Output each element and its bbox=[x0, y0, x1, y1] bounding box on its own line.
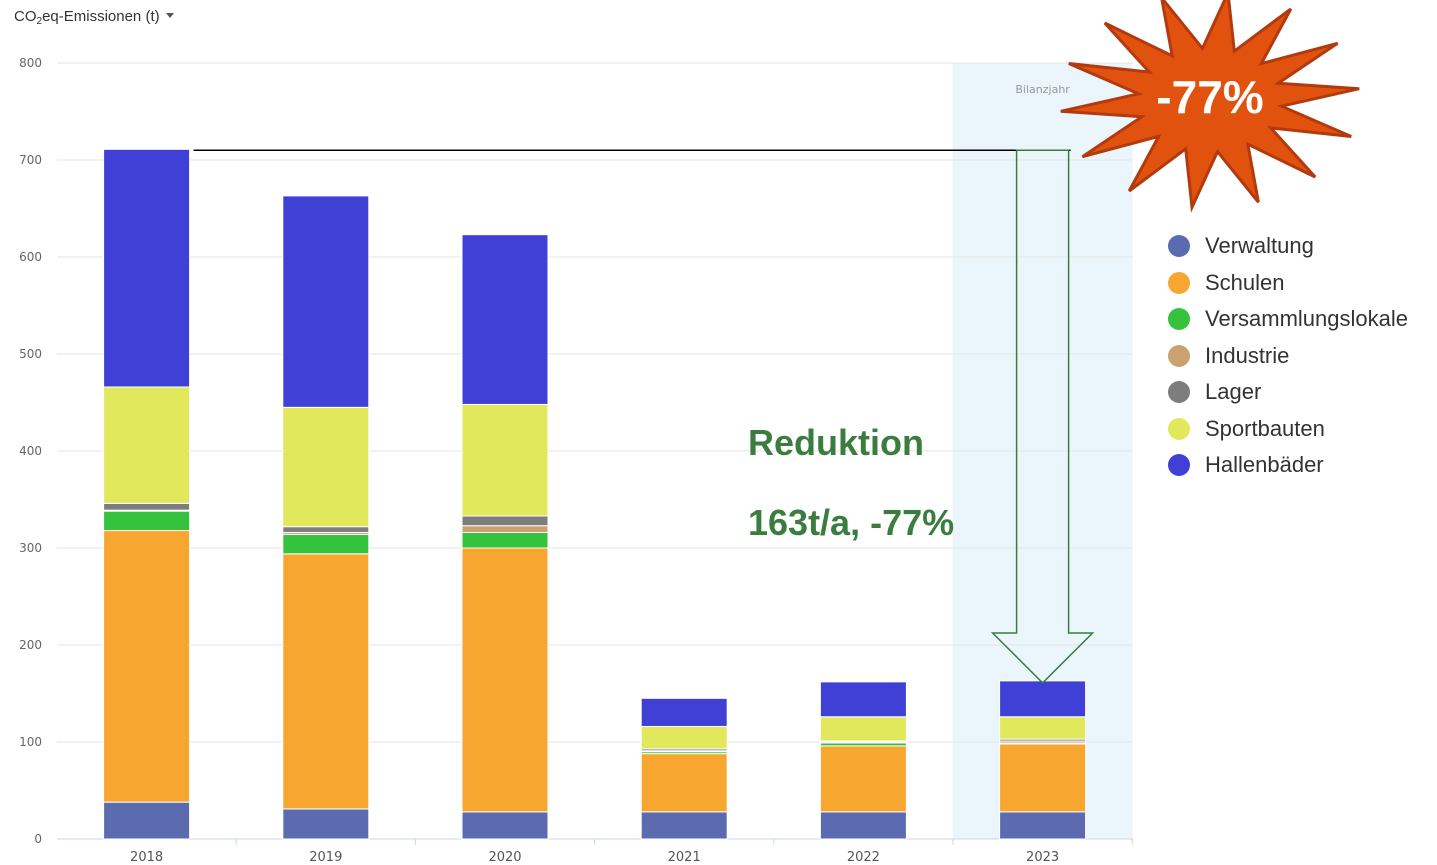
bar-segment[interactable] bbox=[103, 502, 191, 511]
legend-label: Verwaltung bbox=[1205, 233, 1314, 259]
metric-label-subscript: 2 bbox=[36, 16, 43, 27]
bar-segment[interactable] bbox=[461, 531, 549, 549]
bar-segment[interactable] bbox=[999, 716, 1087, 740]
x-axis: 2018 2019 2020 2021 2022 2023 bbox=[130, 839, 1133, 865]
bar-segment[interactable] bbox=[282, 808, 370, 840]
reduction-value: 163t/a, -77% bbox=[748, 502, 955, 543]
legend-item[interactable]: Sportbauten bbox=[1168, 411, 1408, 448]
chart-legend: Verwaltung Schulen Versammlungslokale Indus… bbox=[1168, 228, 1408, 484]
bar-segment[interactable] bbox=[282, 553, 370, 810]
bar-segment[interactable] bbox=[461, 547, 549, 813]
y-tick-label: 300 bbox=[19, 541, 42, 555]
bar-segment[interactable] bbox=[999, 811, 1087, 840]
legend-label: Sportbauten bbox=[1205, 415, 1325, 441]
bar-segment[interactable] bbox=[461, 525, 549, 533]
legend-label: Versammlungslokale bbox=[1205, 306, 1408, 332]
legend-marker bbox=[1168, 417, 1190, 440]
bar-segment[interactable] bbox=[819, 811, 907, 840]
legend-label: Schulen bbox=[1205, 269, 1285, 295]
metric-label-suffix: eq-Emissionen (t) bbox=[42, 8, 160, 25]
bar-segment[interactable] bbox=[282, 533, 370, 555]
legend-item[interactable]: Industrie bbox=[1168, 338, 1408, 375]
bar-segment[interactable] bbox=[640, 725, 728, 750]
legend-item[interactable]: Schulen bbox=[1168, 265, 1408, 302]
x-tick-label: 2020 bbox=[488, 850, 521, 865]
legend-marker bbox=[1168, 271, 1190, 294]
x-tick-label: 2021 bbox=[668, 850, 701, 865]
bar-segment[interactable] bbox=[103, 386, 191, 504]
y-tick-label: 100 bbox=[19, 735, 42, 749]
bar-segment[interactable] bbox=[461, 403, 549, 517]
bar-segment[interactable] bbox=[282, 526, 370, 533]
reduction-arrow bbox=[990, 149, 1095, 684]
y-tick-label: 400 bbox=[19, 444, 42, 458]
legend-label: Hallenbäder bbox=[1205, 452, 1324, 478]
bar-segment[interactable] bbox=[819, 716, 907, 742]
y-tick-label: 800 bbox=[19, 56, 42, 70]
legend-marker bbox=[1168, 235, 1190, 258]
bar-segment[interactable] bbox=[640, 811, 728, 840]
legend-marker bbox=[1168, 381, 1190, 404]
legend-item[interactable]: Hallenbäder bbox=[1168, 447, 1408, 484]
legend-item[interactable]: Versammlungslokale bbox=[1168, 301, 1408, 338]
y-tick-label: 600 bbox=[19, 250, 42, 264]
bar-segment[interactable] bbox=[819, 681, 907, 718]
y-axis: 0 100 200 300 400 500 600 700 800 bbox=[19, 56, 42, 846]
legend-label: Industrie bbox=[1205, 342, 1290, 368]
legend-item[interactable]: Verwaltung bbox=[1168, 228, 1408, 265]
legend-marker bbox=[1168, 308, 1190, 331]
y-tick-label: 200 bbox=[19, 638, 42, 652]
chevron-down-icon[interactable] bbox=[165, 13, 174, 18]
bar-segment[interactable] bbox=[103, 148, 191, 388]
x-tick-label: 2022 bbox=[847, 850, 880, 865]
y-tick-label: 700 bbox=[19, 153, 42, 167]
highlight-band-label: Bilanzjahr bbox=[1015, 83, 1070, 96]
x-tick-label: 2018 bbox=[130, 850, 163, 865]
x-tick-label: 2023 bbox=[1026, 850, 1059, 865]
bar-segment[interactable] bbox=[461, 515, 549, 527]
bar-segment[interactable] bbox=[103, 801, 191, 840]
bar-segment[interactable] bbox=[282, 195, 370, 408]
y-tick-label: 0 bbox=[34, 832, 42, 846]
bars bbox=[103, 148, 1087, 840]
starburst-percent-label: -77% bbox=[1156, 71, 1263, 123]
reduction-title: Reduktion bbox=[748, 422, 924, 463]
x-tick-label: 2019 bbox=[309, 850, 342, 865]
bar-segment[interactable] bbox=[461, 811, 549, 840]
metric-label-prefix: CO bbox=[14, 8, 37, 25]
starburst-badge bbox=[1060, 0, 1360, 213]
bar-segment[interactable] bbox=[103, 510, 191, 532]
metric-dropdown[interactable]: CO2eq-Emissionen (t) bbox=[14, 8, 174, 27]
legend-marker bbox=[1168, 344, 1190, 367]
bar-segment[interactable] bbox=[461, 234, 549, 405]
bar-segment[interactable] bbox=[640, 697, 728, 727]
bar-segment[interactable] bbox=[103, 530, 191, 803]
legend-label: Lager bbox=[1205, 379, 1262, 405]
bar-segment[interactable] bbox=[999, 743, 1087, 813]
bar-segment[interactable] bbox=[640, 753, 728, 813]
bar-segment[interactable] bbox=[819, 745, 907, 813]
legend-marker bbox=[1168, 454, 1190, 477]
bar-segment[interactable] bbox=[282, 406, 370, 528]
bar-segment[interactable] bbox=[999, 680, 1087, 718]
legend-item[interactable]: Lager bbox=[1168, 374, 1408, 411]
y-tick-label: 500 bbox=[19, 347, 42, 361]
